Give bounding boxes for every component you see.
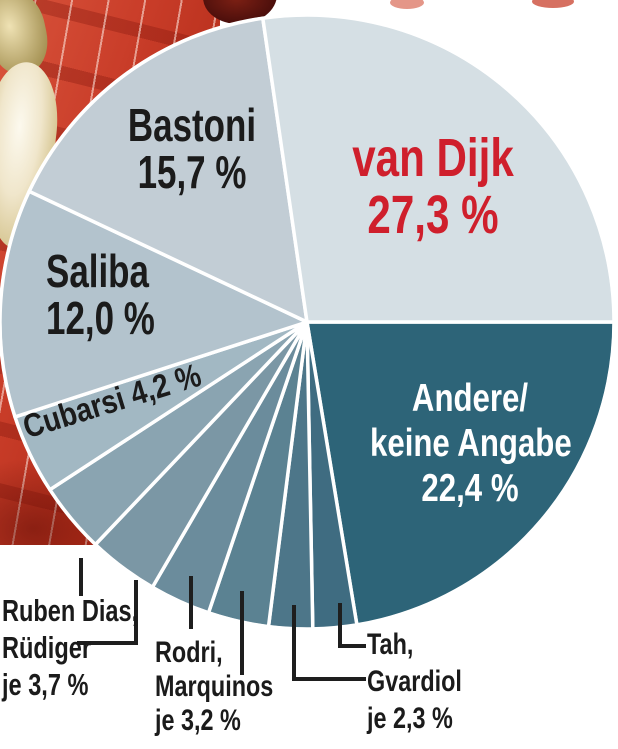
van-dijk-label: van Dijk 27,3 % (312, 130, 554, 244)
callout-ruediger-line-h (77, 641, 138, 645)
callout-rodri-line (189, 576, 193, 629)
callout-tah-line-v (338, 603, 342, 648)
van-dijk-name: van Dijk (352, 128, 514, 188)
tah-gvardiol-label: Tah, Gvardiol je 2,3 % (367, 626, 462, 737)
callout-ruediger-line-v (134, 580, 138, 645)
photo-smudge (532, 0, 574, 8)
pie-outer-ring (0, 13, 616, 631)
bastoni-label: Bastoni 15,7 % (114, 102, 269, 196)
group37-line1: Ruben Dias, (2, 593, 139, 628)
bastoni-value: 15,7 % (137, 146, 247, 198)
group23-line1: Tah, (367, 628, 414, 661)
callout-tah-line-h (338, 644, 366, 648)
andere-line2: keine Angabe (370, 422, 572, 465)
andere-value: 22,4 % (421, 467, 519, 510)
bastoni-name: Bastoni (127, 99, 257, 151)
group32-line2: Marquinos (155, 670, 274, 703)
callout-gvardiol-line-v (292, 605, 296, 681)
callout-gvardiol-line-h (292, 677, 366, 681)
group32-line1: Rodri, (155, 636, 223, 669)
andere-line1: Andere/ (411, 377, 529, 420)
van-dijk-value: 27,3 % (367, 185, 499, 245)
group37-line2: Rüdiger (2, 630, 92, 665)
saliba-label: Saliba 12,0 % (46, 248, 155, 342)
group23-value: je 2,3 % (367, 702, 453, 735)
saliba-name: Saliba (46, 245, 149, 297)
callout-marquinos-line (240, 591, 244, 675)
saliba-value: 12,0 % (46, 292, 155, 344)
group23-line2: Gvardiol (367, 665, 462, 698)
group32-value: je 3,2 % (155, 704, 241, 737)
andere-label: Andere/ keine Angabe 22,4 % (370, 376, 572, 511)
group37-value: je 3,7 % (2, 667, 89, 702)
photo-smudge (390, 0, 424, 9)
callout-ruben-dias-line (79, 558, 83, 596)
ruben-dias-ruediger-label: Ruben Dias, Rüdiger je 3,7 % (2, 592, 138, 703)
rodri-marquinos-label: Rodri, Marquinos je 3,2 % (155, 636, 273, 738)
